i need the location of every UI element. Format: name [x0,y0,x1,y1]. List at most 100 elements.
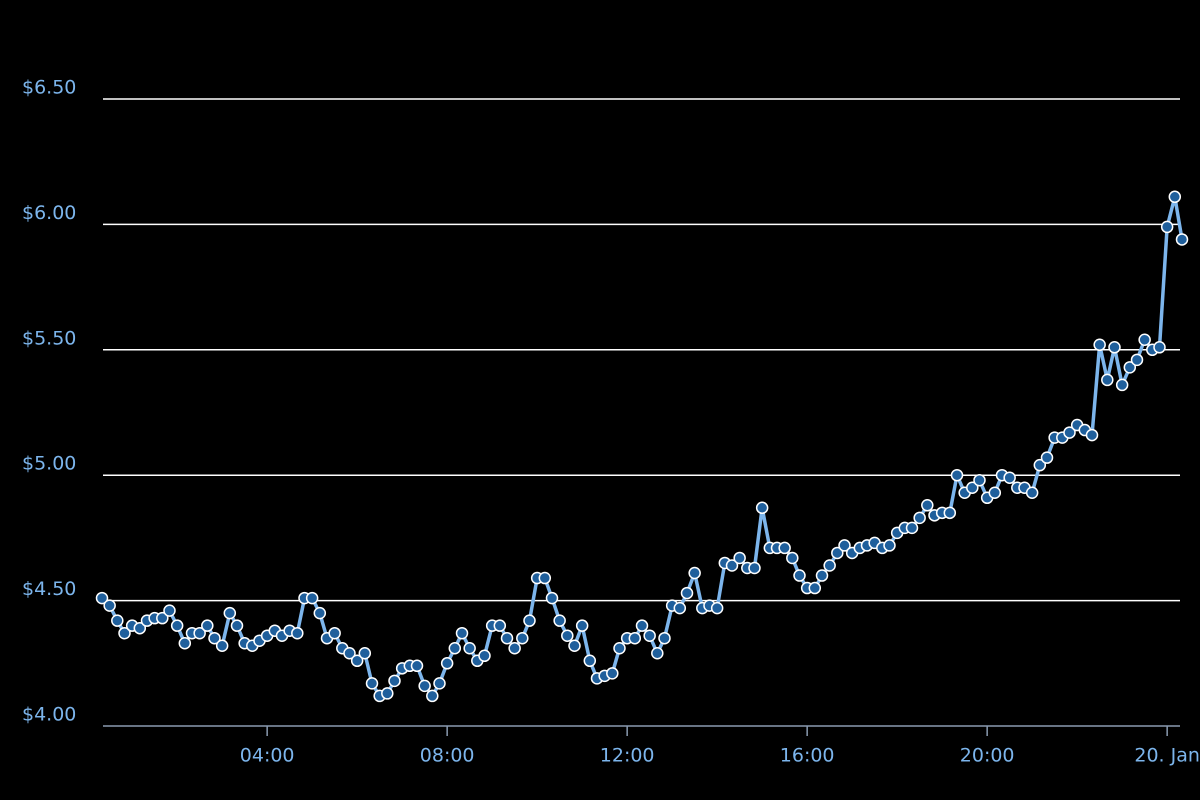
x-tick-label: 04:00 [240,745,295,767]
x-tick-label: 16:00 [780,745,835,767]
point [643,629,656,642]
point [710,601,724,615]
point [170,619,184,632]
point [1093,338,1106,352]
point [163,604,176,617]
point [823,559,836,572]
point [575,619,589,632]
point [786,551,799,565]
point [688,566,701,580]
point [426,689,439,703]
point [230,619,244,632]
point [463,642,476,655]
point [950,468,964,482]
point [291,626,304,640]
point [583,654,597,668]
y-tick-label: $5.00 [22,453,76,475]
point [1003,471,1016,484]
point [215,639,229,652]
point [973,473,986,487]
point [1040,451,1054,464]
point [778,541,791,555]
point [201,619,214,632]
point [673,601,687,615]
point [1115,378,1129,392]
point [1130,353,1144,367]
point [680,586,694,600]
point [1168,190,1182,204]
point [568,639,581,652]
point [966,481,979,494]
point [1138,333,1151,347]
point [1033,458,1047,472]
point [313,606,327,620]
y-tick-label: $4.00 [22,704,76,726]
point [793,569,806,582]
point [305,591,319,605]
point [1108,341,1121,354]
x-tick-label: 12:00 [600,745,655,767]
point [1085,428,1099,442]
point [178,636,192,650]
point [103,599,116,612]
point [635,619,649,632]
point [358,647,372,660]
y-tick-label: $6.50 [22,77,76,99]
point [651,647,664,660]
point [613,642,626,655]
point [350,654,364,668]
point [1063,426,1076,439]
point [95,591,109,605]
point [755,501,769,515]
point [943,506,957,520]
x-tick-label: 08:00 [420,745,475,767]
point [448,642,462,655]
point [208,631,221,645]
point [455,626,469,640]
x-tick-label: 20:00 [960,745,1015,767]
point [921,499,934,512]
point [193,626,206,640]
point [410,659,424,673]
point [831,546,844,560]
point [658,631,671,645]
point [1025,486,1039,500]
point [1160,220,1174,234]
point [815,569,829,582]
y-tick-label: $4.50 [22,578,76,600]
point [388,674,401,688]
point [733,551,746,565]
point [913,511,926,525]
point [381,687,394,700]
point [118,626,131,640]
point [905,521,919,535]
point [606,667,619,680]
point [748,561,761,575]
point [628,631,642,645]
point [553,614,566,627]
y-tick-label: $6.00 [22,202,76,224]
point [516,631,529,645]
point [1123,361,1137,374]
point [545,591,559,605]
point [1101,373,1114,387]
point [988,486,1002,500]
point [156,611,169,625]
point [133,621,147,635]
point [223,606,237,620]
point [478,649,491,663]
point [365,677,379,690]
point [561,629,574,642]
point [111,614,124,627]
point [343,647,356,660]
point [538,571,552,585]
point [508,642,521,655]
point [725,559,739,572]
point [1153,341,1166,354]
point [418,679,431,693]
point [883,539,896,552]
point [808,581,822,595]
point [440,657,454,670]
x-tick-label: 20. Jan [1134,745,1200,767]
